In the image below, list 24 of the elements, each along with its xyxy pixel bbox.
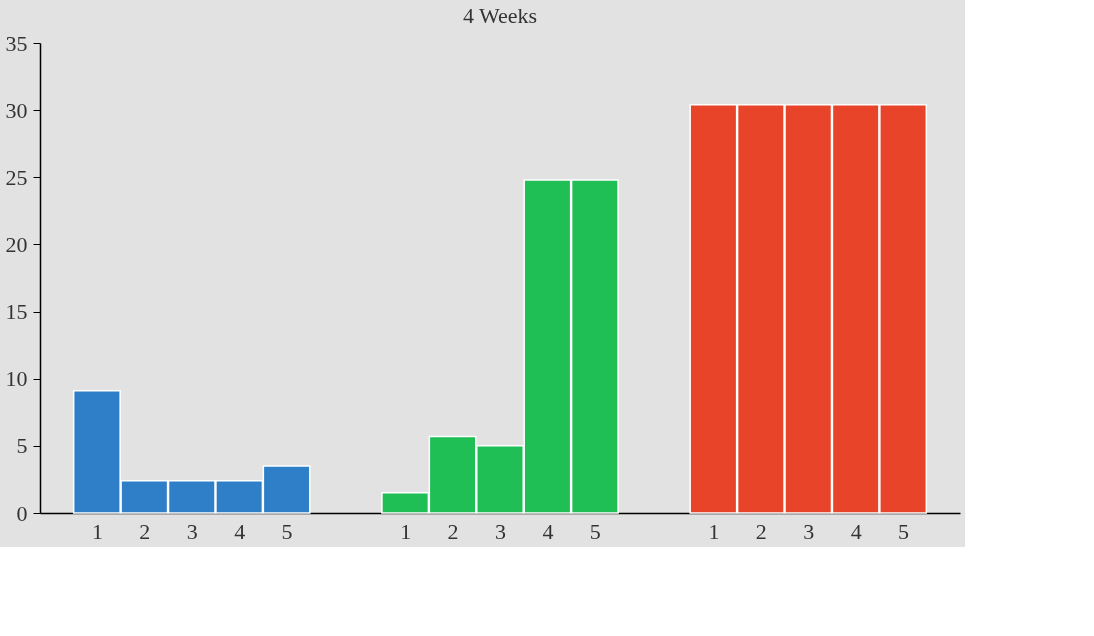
x-tick-label: 2 [139,518,151,544]
x-tick-label: 5 [281,518,293,544]
y-tick-label: 10 [5,366,28,392]
x-tick-label: 4 [234,518,246,544]
x-tick-label: 1 [708,518,720,544]
x-tick-label: 1 [91,518,103,544]
y-tick-label: 35 [5,30,28,56]
y-tick-label: 15 [5,299,28,325]
x-tick-label: 5 [589,518,601,544]
x-tick-label: 4 [542,518,554,544]
x-tick-label: 4 [850,518,862,544]
x-tick-label: 2 [755,518,767,544]
x-tick-label: 3 [803,518,815,544]
x-tick-label: 5 [898,518,910,544]
x-tick-label: 1 [400,518,412,544]
x-tick-label: 3 [186,518,198,544]
chart-title: 4 Weeks [462,3,538,28]
x-tick-label: 2 [447,518,459,544]
y-tick-label: 0 [16,500,28,526]
y-tick-label: 30 [5,97,28,123]
y-tick-label: 20 [5,231,28,257]
y-tick-label: 25 [5,164,28,190]
x-tick-label: 3 [495,518,506,544]
y-tick-label: 5 [16,433,28,459]
